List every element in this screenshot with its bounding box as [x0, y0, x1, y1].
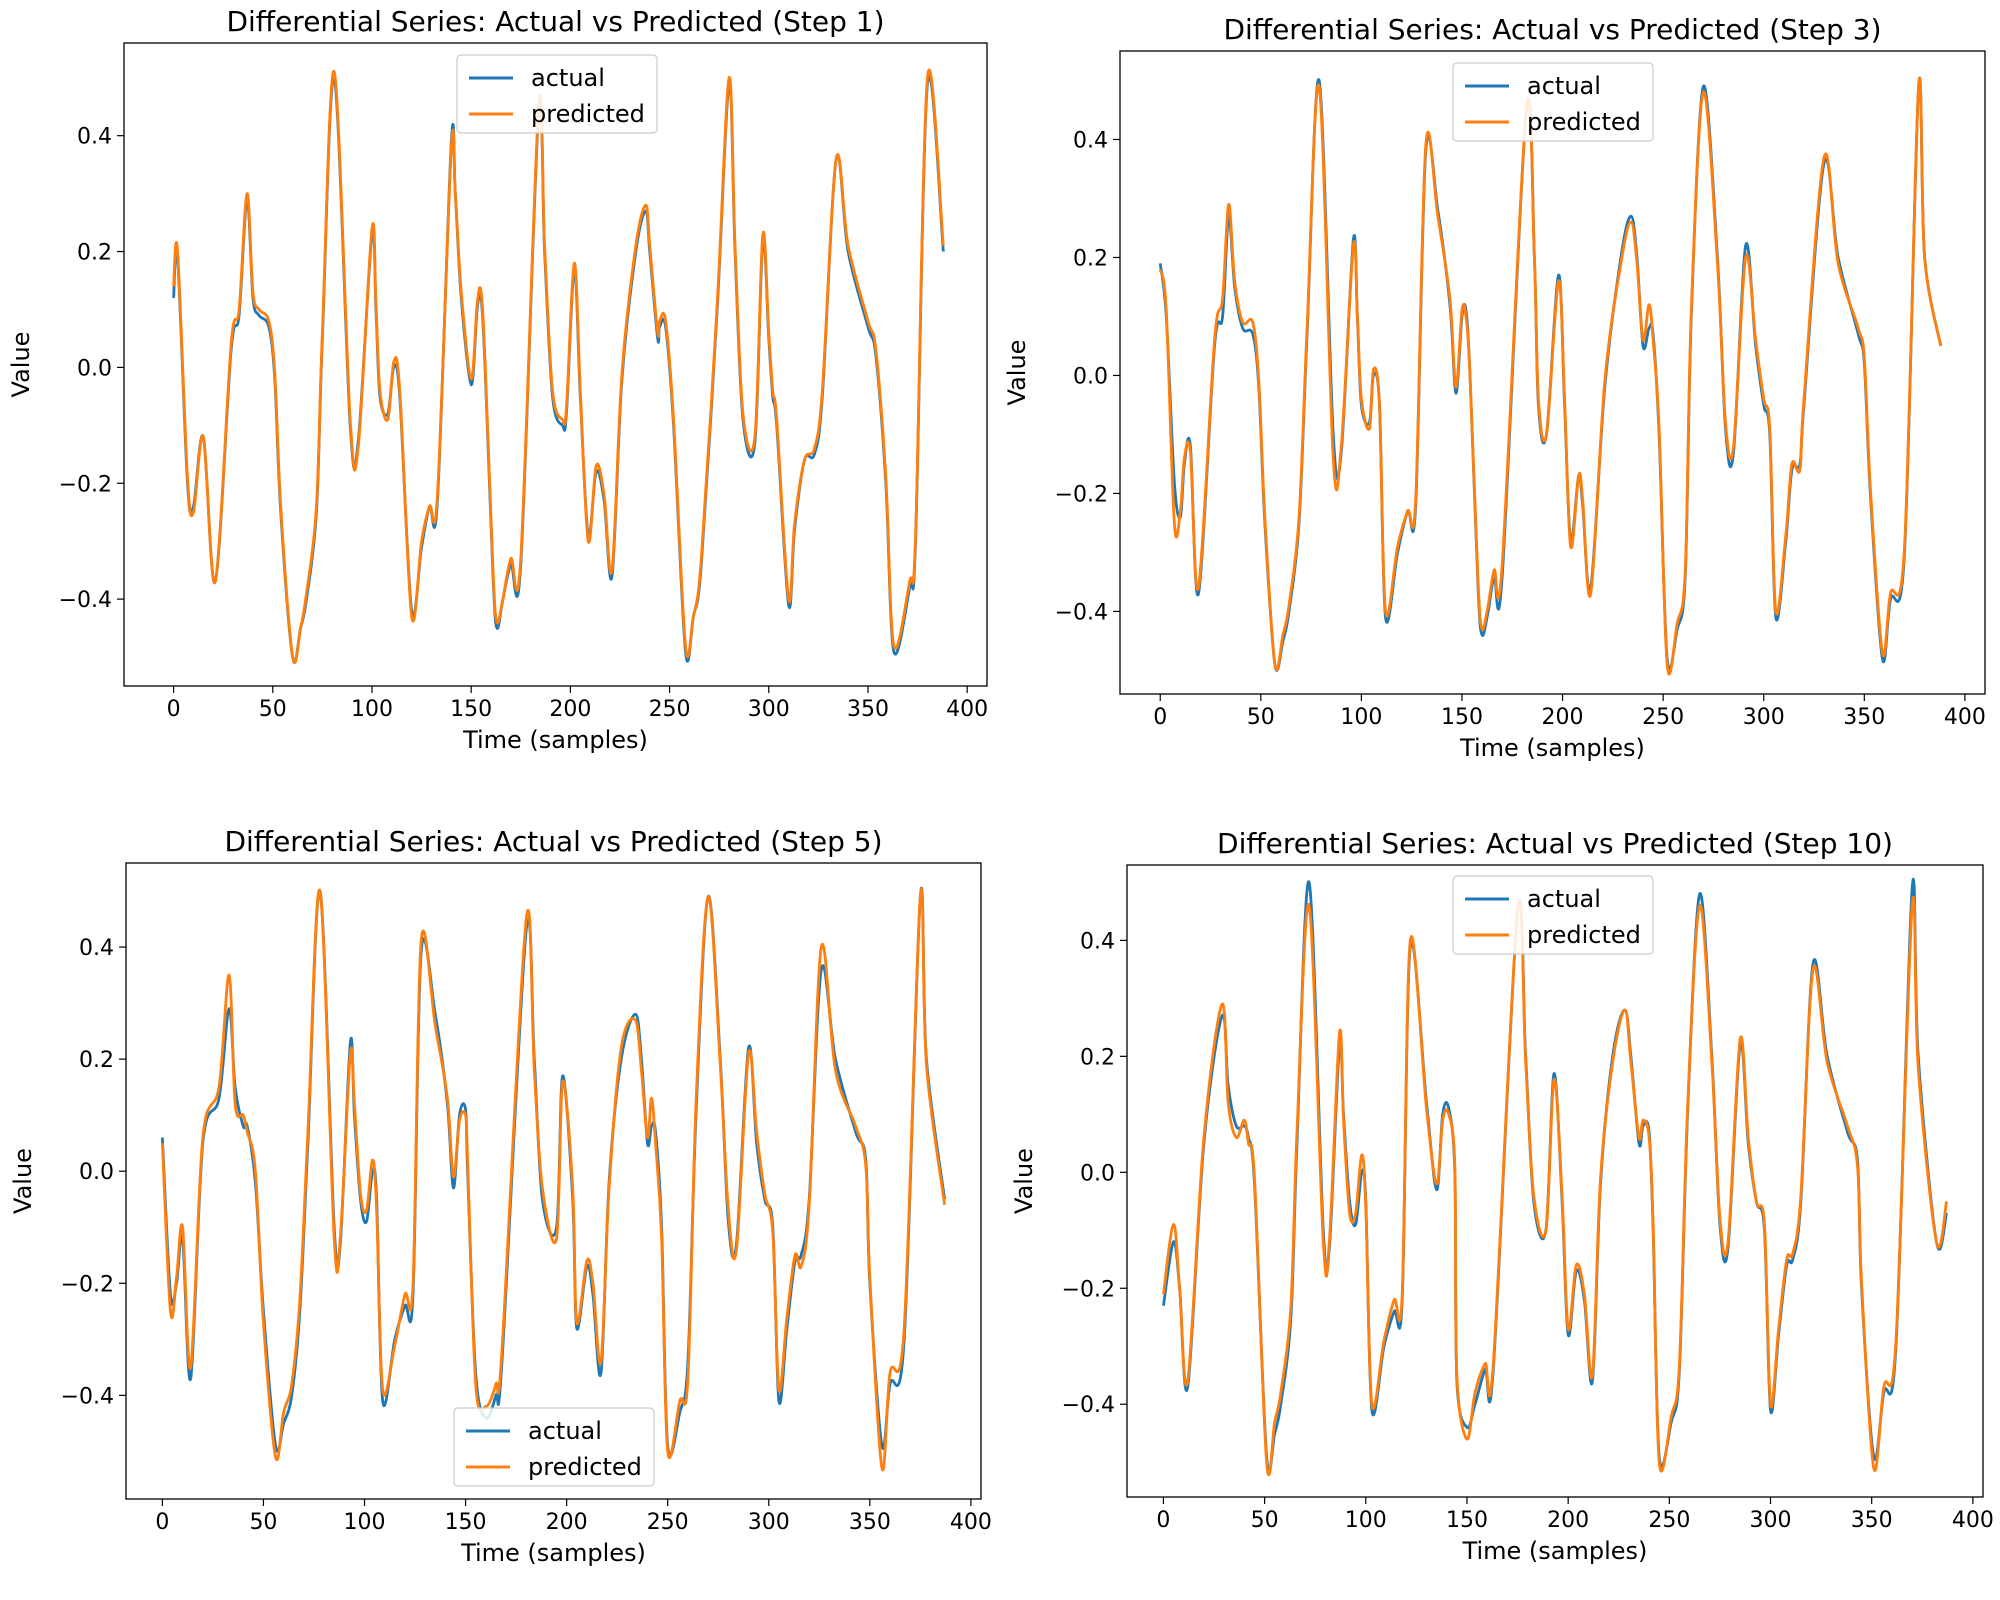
plot-frame	[125, 862, 982, 1500]
y-tick-label: 0.0	[77, 356, 112, 381]
x-tick-label: 400	[1944, 705, 1986, 730]
chart-title: Differential Series: Actual vs Predicted…	[1223, 13, 1881, 46]
x-tick-label: 50	[1251, 1508, 1279, 1533]
y-tick-label: −0.4	[59, 588, 112, 613]
x-tick-label: 0	[1156, 1508, 1170, 1533]
x-tick-label: 150	[1441, 705, 1483, 730]
y-tick-label: −0.2	[59, 472, 112, 497]
x-tick-label: 150	[450, 697, 492, 722]
y-tick-label: 0.2	[1080, 1045, 1115, 1070]
x-tick-label: 200	[1547, 1508, 1589, 1533]
legend-label-predicted: predicted	[1527, 921, 1641, 949]
legend: actual predicted	[453, 1407, 655, 1487]
x-tick-label: 350	[1843, 705, 1885, 730]
legend: actual predicted	[1452, 62, 1654, 142]
y-tick-label: −0.2	[1062, 1277, 1115, 1302]
x-tick-label: 350	[847, 697, 889, 722]
y-tick-label: 0.4	[1073, 128, 1108, 153]
plot-frame	[1126, 864, 1984, 1498]
series-line-predicted	[160, 887, 947, 1472]
y-axis-label: Value	[7, 332, 35, 398]
chart-panel-2: Differential Series: Actual vs Predicted…	[1003, 13, 1986, 762]
x-tick-label: 50	[259, 697, 287, 722]
y-tick-label: 0.4	[77, 125, 112, 150]
series-line-predicted	[1162, 895, 1948, 1477]
legend-label-actual: actual	[1527, 72, 1601, 100]
x-tick-label: 0	[1153, 705, 1167, 730]
y-axis-label: Value	[1003, 340, 1031, 406]
y-tick-label: −0.2	[1055, 482, 1108, 507]
x-axis-label: Time (samples)	[460, 1539, 646, 1567]
chart-title: Differential Series: Actual vs Predicted…	[226, 5, 884, 38]
x-tick-label: 400	[1952, 1508, 1994, 1533]
y-tick-label: −0.4	[1055, 600, 1108, 625]
x-tick-label: 200	[549, 697, 591, 722]
x-tick-label: 100	[351, 697, 393, 722]
x-axis-label: Time (samples)	[1462, 1537, 1648, 1565]
series-line-predicted	[1158, 76, 1943, 676]
x-tick-label: 300	[748, 1510, 790, 1535]
plot-frame	[1119, 50, 1986, 695]
y-tick-label: −0.2	[61, 1272, 114, 1297]
y-tick-label: 0.2	[79, 1048, 114, 1073]
y-tick-label: 0.2	[77, 241, 112, 266]
y-tick-label: 0.4	[79, 936, 114, 961]
x-tick-label: 300	[1743, 705, 1785, 730]
x-tick-label: 250	[1642, 705, 1684, 730]
series-line-predicted	[172, 68, 945, 665]
x-tick-label: 50	[249, 1510, 277, 1535]
legend-label-actual: actual	[528, 1417, 602, 1445]
legend: actual predicted	[1452, 875, 1654, 955]
x-tick-label: 0	[155, 1510, 169, 1535]
y-tick-label: −0.4	[1062, 1393, 1115, 1418]
x-tick-label: 100	[1340, 705, 1382, 730]
series-line-actual	[172, 74, 945, 664]
x-tick-label: 300	[1750, 1508, 1792, 1533]
x-axis-label: Time (samples)	[462, 726, 648, 754]
y-tick-label: 0.0	[1073, 364, 1108, 389]
x-tick-label: 200	[1542, 705, 1584, 730]
x-tick-label: 250	[1648, 1508, 1690, 1533]
x-tick-label: 150	[445, 1510, 487, 1535]
y-tick-label: 0.4	[1080, 929, 1115, 954]
x-tick-label: 250	[647, 1510, 689, 1535]
y-tick-label: 0.2	[1073, 246, 1108, 271]
x-tick-label: 200	[546, 1510, 588, 1535]
x-tick-label: 100	[1345, 1508, 1387, 1533]
legend: actual predicted	[456, 54, 658, 134]
chart-title: Differential Series: Actual vs Predicted…	[224, 825, 882, 858]
y-axis-label: Value	[9, 1148, 37, 1214]
x-tick-label: 250	[649, 697, 691, 722]
x-tick-label: 50	[1247, 705, 1275, 730]
legend-label-predicted: predicted	[531, 100, 645, 128]
plot-frame	[123, 42, 988, 687]
legend-label-predicted: predicted	[1527, 108, 1641, 136]
x-tick-label: 150	[1446, 1508, 1488, 1533]
legend-label-predicted: predicted	[528, 1453, 642, 1481]
x-tick-label: 350	[849, 1510, 891, 1535]
y-axis-label: Value	[1010, 1148, 1038, 1214]
x-tick-label: 300	[748, 697, 790, 722]
y-tick-label: 0.0	[79, 1160, 114, 1185]
chart-panel-4: Differential Series: Actual vs Predicted…	[1010, 827, 1994, 1565]
x-tick-label: 400	[950, 1510, 992, 1535]
x-axis-label: Time (samples)	[1459, 734, 1645, 762]
legend-label-actual: actual	[531, 64, 605, 92]
chart-title: Differential Series: Actual vs Predicted…	[1217, 827, 1893, 860]
x-tick-label: 350	[1851, 1508, 1893, 1533]
chart-panel-3: Differential Series: Actual vs Predicted…	[9, 825, 992, 1567]
legend-label-actual: actual	[1527, 885, 1601, 913]
x-tick-label: 0	[167, 697, 181, 722]
y-tick-label: 0.0	[1080, 1161, 1115, 1186]
chart-panel-1: Differential Series: Actual vs Predicted…	[7, 5, 988, 754]
x-tick-label: 400	[946, 697, 988, 722]
x-tick-label: 100	[344, 1510, 386, 1535]
y-tick-label: −0.4	[61, 1384, 114, 1409]
